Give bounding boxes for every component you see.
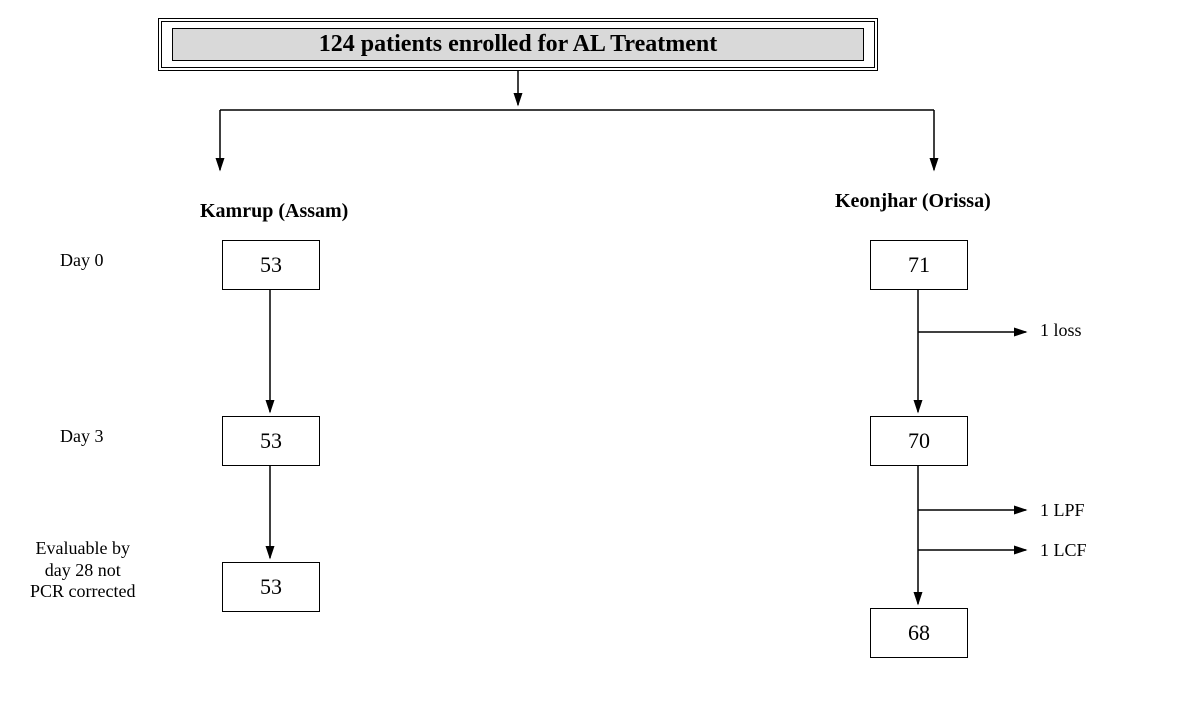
node-l28: 53 xyxy=(222,562,320,612)
edges-layer xyxy=(0,0,1200,725)
branch-header-right: Keonjhar (Orissa) xyxy=(835,190,991,213)
annotation-lpf: 1 LPF xyxy=(1040,500,1085,521)
row-label-day28: Evaluable by day 28 not PCR corrected xyxy=(30,538,135,603)
node-r28: 68 xyxy=(870,608,968,658)
node-r0: 71 xyxy=(870,240,968,290)
row-label-day3: Day 3 xyxy=(60,426,104,447)
annotation-lcf: 1 LCF xyxy=(1040,540,1087,561)
branch-header-left: Kamrup (Assam) xyxy=(200,200,348,223)
annotation-loss: 1 loss xyxy=(1040,320,1082,341)
flowchart-canvas: 124 patients enrolled for AL Treatment K… xyxy=(0,0,1200,725)
node-r3: 70 xyxy=(870,416,968,466)
node-l0: 53 xyxy=(222,240,320,290)
row-label-day0: Day 0 xyxy=(60,250,104,271)
node-l3: 53 xyxy=(222,416,320,466)
